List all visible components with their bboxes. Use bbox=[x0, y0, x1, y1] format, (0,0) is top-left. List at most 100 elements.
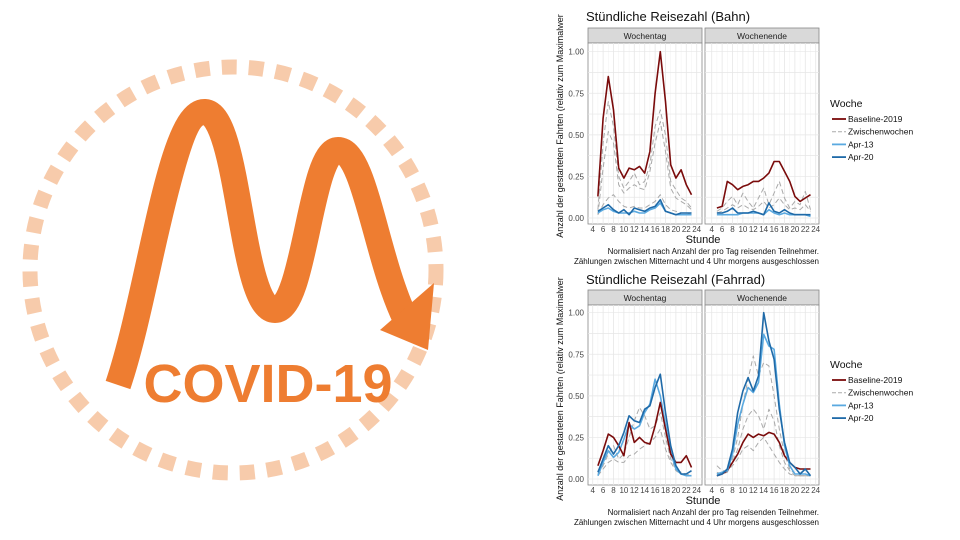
chart-0: Stündliche Reisezahl (Bahn) Anzahl der ge… bbox=[555, 9, 913, 266]
x-tick-label: 14 bbox=[640, 225, 649, 234]
legend-title: Woche bbox=[830, 359, 863, 371]
chart-title: Stündliche Reisezahl (Fahrrad) bbox=[586, 272, 765, 287]
y-axis-title: Anzahl der gestarteten Fahrten (relativ … bbox=[555, 277, 565, 501]
legend-label: Apr-13 bbox=[848, 139, 874, 149]
facet-wochentag: Wochentag 4 6 8 10 12 14 16 18 20 22 24 bbox=[587, 289, 703, 495]
arrowhead-icon bbox=[380, 283, 434, 350]
series-line-zwischenwochen bbox=[597, 101, 692, 210]
facet-wochentag: Wochentag 4 6 8 10 12 14 16 18 20 22 24 bbox=[587, 27, 703, 234]
x-tick-label: 8 bbox=[730, 225, 735, 234]
legend: Woche Baseline-2019 Zwischenwochen Apr-13 Ap… bbox=[830, 359, 913, 423]
chart-title: Stündliche Reisezahl (Bahn) bbox=[586, 9, 750, 24]
x-tick-label: 24 bbox=[692, 486, 701, 495]
x-tick-label: 20 bbox=[671, 486, 680, 495]
series-line-apr-13 bbox=[597, 378, 692, 477]
x-tick-label: 20 bbox=[790, 225, 799, 234]
series-line-zwischenwochen bbox=[716, 408, 811, 477]
x-tick-label: 8 bbox=[611, 486, 616, 495]
wave-arrow-icon bbox=[105, 99, 417, 390]
legend-label: Baseline-2019 bbox=[848, 114, 903, 124]
y-tick-label: 1.00 bbox=[568, 309, 584, 318]
x-axis-title: Stunde bbox=[686, 234, 721, 246]
x-tick-label: 10 bbox=[619, 225, 628, 234]
series-line-zwischenwochen bbox=[716, 197, 811, 214]
legend: Woche Baseline-2019 Zwischenwochen Apr-13 Ap… bbox=[830, 98, 913, 162]
x-tick-label: 10 bbox=[738, 225, 747, 234]
y-tick-label: 0.50 bbox=[568, 392, 584, 401]
x-tick-label: 6 bbox=[720, 225, 725, 234]
y-tick-label: 0.00 bbox=[568, 475, 584, 484]
series-line-zwischenwochen bbox=[597, 194, 692, 216]
legend-label: Zwischenwochen bbox=[848, 388, 913, 398]
series-line-zwischenwochen bbox=[716, 436, 811, 477]
y-tick-label: 0.00 bbox=[568, 214, 584, 223]
x-tick-label: 18 bbox=[780, 225, 789, 234]
dashed-ring bbox=[22, 59, 444, 481]
series-line-apr-20 bbox=[716, 311, 812, 477]
series-line-zwischenwochen bbox=[597, 428, 692, 477]
facet-label: Wochenende bbox=[737, 293, 787, 303]
series-line-baseline-2019 bbox=[597, 50, 693, 197]
x-tick-label: 20 bbox=[790, 486, 799, 495]
x-tick-label: 18 bbox=[661, 486, 670, 495]
facet-label: Wochenende bbox=[737, 31, 787, 41]
x-tick-label: 8 bbox=[611, 225, 616, 234]
series-line-zwischenwochen bbox=[597, 121, 692, 215]
x-tick-label: 18 bbox=[780, 486, 789, 495]
y-tick-label: 1.00 bbox=[568, 48, 584, 57]
x-tick-label: 24 bbox=[811, 225, 820, 234]
caption-line: Normalisiert nach Anzahl der pro Tag rei… bbox=[608, 247, 819, 256]
x-tick-label: 24 bbox=[811, 486, 820, 495]
facet-label: Wochentag bbox=[624, 293, 667, 303]
x-tick-label: 14 bbox=[759, 486, 768, 495]
logo-text: COVID-19 bbox=[143, 354, 392, 414]
series-line-zwischenwochen bbox=[716, 180, 811, 212]
x-tick-label: 16 bbox=[651, 225, 660, 234]
x-tick-label: 24 bbox=[692, 225, 701, 234]
legend-label: Apr-13 bbox=[848, 400, 874, 410]
x-tick-label: 12 bbox=[749, 486, 758, 495]
y-tick-label: 0.50 bbox=[568, 131, 584, 140]
series-line-apr-20 bbox=[597, 198, 692, 216]
x-tick-label: 4 bbox=[590, 486, 595, 495]
x-tick-label: 4 bbox=[709, 225, 714, 234]
x-tick-label: 22 bbox=[682, 225, 691, 234]
y-tick-label: 0.75 bbox=[568, 350, 584, 359]
x-tick-label: 14 bbox=[640, 486, 649, 495]
covid-19-logo: COVID-19 bbox=[22, 59, 444, 481]
series-line-apr-20 bbox=[716, 202, 811, 216]
caption-line: Normalisiert nach Anzahl der pro Tag rei… bbox=[608, 508, 819, 517]
legend-label: Apr-20 bbox=[848, 152, 874, 162]
facet-wochenende: Wochenende 4 6 8 10 12 14 16 18 20 22 24 bbox=[704, 289, 821, 495]
series-line-apr-20 bbox=[597, 373, 692, 475]
x-tick-label: 14 bbox=[759, 225, 768, 234]
x-tick-label: 18 bbox=[661, 225, 670, 234]
x-tick-label: 16 bbox=[651, 486, 660, 495]
y-axis-title: Anzahl der gestarteten Fahrten (relativ … bbox=[555, 14, 565, 238]
series-line-zwischenwochen bbox=[597, 407, 692, 477]
series-line-baseline-2019 bbox=[597, 401, 693, 468]
x-tick-label: 4 bbox=[590, 225, 595, 234]
facet-label: Wochentag bbox=[624, 31, 667, 41]
x-tick-label: 12 bbox=[630, 225, 639, 234]
x-tick-label: 8 bbox=[730, 486, 735, 495]
x-tick-label: 4 bbox=[709, 486, 714, 495]
x-tick-label: 22 bbox=[801, 225, 810, 234]
y-tick-label: 0.25 bbox=[568, 433, 584, 442]
caption-line: Zählungen zwischen Mitternacht und 4 Uhr… bbox=[574, 257, 819, 266]
x-tick-label: 16 bbox=[770, 486, 779, 495]
x-axis-title: Stunde bbox=[686, 495, 721, 507]
legend-label: Apr-20 bbox=[848, 413, 874, 423]
x-tick-label: 22 bbox=[682, 486, 691, 495]
y-tick-label: 0.75 bbox=[568, 89, 584, 98]
y-tick-label: 0.25 bbox=[568, 172, 584, 181]
x-tick-label: 22 bbox=[801, 486, 810, 495]
x-tick-label: 10 bbox=[619, 486, 628, 495]
x-tick-label: 10 bbox=[738, 486, 747, 495]
legend-label: Baseline-2019 bbox=[848, 375, 903, 385]
x-tick-label: 6 bbox=[601, 486, 606, 495]
legend-label: Zwischenwochen bbox=[848, 127, 913, 137]
caption-line: Zählungen zwischen Mitternacht und 4 Uhr… bbox=[574, 518, 819, 527]
x-tick-label: 6 bbox=[601, 225, 606, 234]
